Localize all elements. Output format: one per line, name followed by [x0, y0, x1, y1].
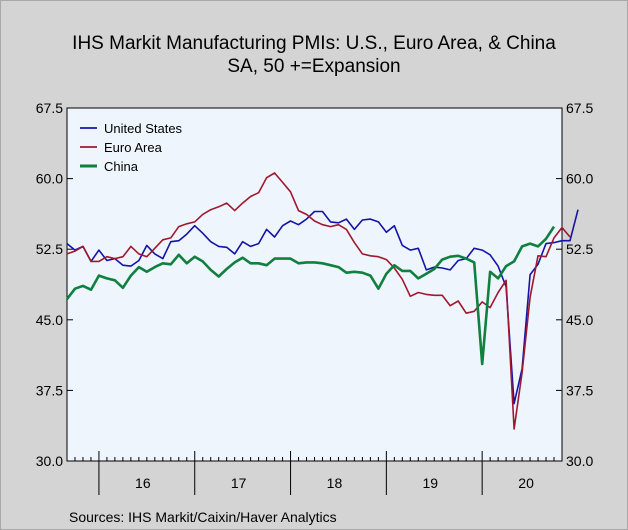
y-tick-label-left: 30.0 — [36, 453, 63, 469]
y-tick-label-right: 45.0 — [566, 312, 593, 328]
y-tick-label-right: 60.0 — [566, 171, 593, 187]
legend-label-united-states: United States — [104, 121, 183, 136]
y-tick-label-left: 37.5 — [36, 382, 63, 398]
y-tick-label-right: 67.5 — [566, 100, 593, 116]
x-tick-label: 17 — [231, 475, 247, 491]
x-tick-label: 20 — [518, 475, 534, 491]
series-line-china — [65, 225, 556, 366]
y-tick-label-left: 67.5 — [36, 100, 63, 116]
y-tick-label-right: 30.0 — [566, 453, 593, 469]
x-tick-label: 19 — [422, 475, 438, 491]
y-tick-label-right: 37.5 — [566, 382, 593, 398]
plot-area — [66, 107, 563, 462]
y-tick-label-left: 60.0 — [36, 171, 63, 187]
chart-title: IHS Markit Manufacturing PMIs: U.S., Eur… — [72, 33, 556, 54]
y-tick-label-right: 52.5 — [566, 241, 593, 257]
x-tick-label: 18 — [327, 475, 343, 491]
chart-subtitle: SA, 50 +=Expansion — [227, 56, 401, 77]
y-tick-label-left: 52.5 — [36, 241, 63, 257]
source-note: Sources: IHS Markit/Caixin/Haver Analyti… — [69, 509, 337, 525]
y-tick-label-left: 45.0 — [36, 312, 63, 328]
legend: United States Euro Area China — [80, 121, 183, 174]
legend-label-euro-area: Euro Area — [104, 140, 163, 155]
x-tick-label: 16 — [135, 475, 151, 491]
legend-label-china: China — [104, 159, 139, 174]
